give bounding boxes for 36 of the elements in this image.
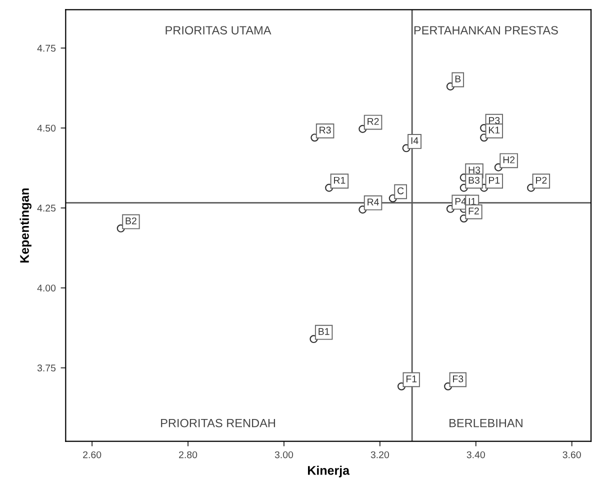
x-tick-label: 3.60 (562, 451, 581, 458)
data-label: B (455, 76, 461, 82)
data-label: B2 (126, 217, 136, 224)
x-tick-label: 3.20 (370, 451, 390, 458)
y-tick-label: 4.25 (37, 204, 56, 212)
data-label: R4 (368, 198, 379, 206)
data-label: P4 (455, 198, 466, 205)
x-tick-label: 2.80 (179, 451, 198, 458)
x-tick-label: 3.40 (466, 451, 485, 458)
data-label: K1 (489, 126, 500, 134)
y-tick-label: 3.75 (37, 364, 56, 372)
data-label: H3 (468, 166, 480, 174)
y-tick-label: 4.75 (37, 44, 56, 52)
data-label: F2 (468, 208, 479, 214)
data-label: P2 (536, 176, 547, 184)
data-label: R2 (368, 118, 379, 125)
data-label: H2 (503, 156, 515, 164)
x-tick-label: 2.60 (83, 451, 102, 458)
data-label: C (398, 187, 404, 194)
annotation: PERTAHANKAN PRESTAS (414, 26, 558, 34)
y-axis-title: Kepentingan (20, 188, 32, 263)
data-label: F3 (453, 375, 464, 382)
data-label: B1 (318, 328, 330, 335)
data-label: I4 (411, 137, 418, 144)
data-label: F1 (406, 376, 417, 382)
x-axis-title: Kinerja (308, 466, 350, 478)
data-label: R1 (334, 176, 346, 184)
y-tick-label: 4.50 (37, 124, 56, 132)
annotation: PRIORITAS UTAMA (166, 26, 272, 34)
annotation: PRIORITAS RENDAH (161, 418, 276, 428)
annotation: BERLEBIHAN (450, 419, 522, 428)
data-label: P1 (489, 176, 500, 184)
data-label: R3 (320, 126, 331, 134)
data-label: B3 (468, 176, 480, 184)
x-tick-label: 3.00 (274, 451, 294, 458)
y-tick-label: 4.00 (37, 284, 56, 292)
